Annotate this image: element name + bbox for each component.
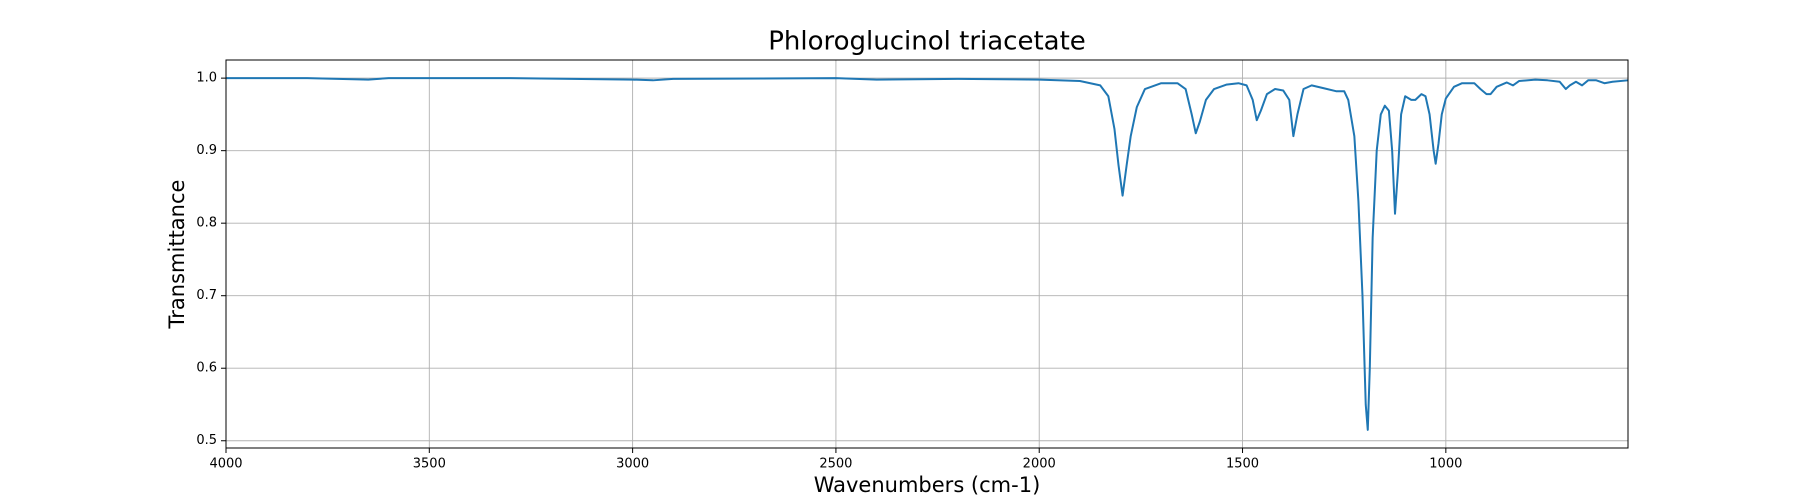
chart-title: Phloroglucinol triacetate xyxy=(768,27,1086,57)
y-tick-label: 0.7 xyxy=(196,288,217,303)
x-tick-label: 4000 xyxy=(209,457,242,472)
x-tick-label: 2500 xyxy=(819,457,852,472)
x-axis-label: Wavenumbers (cm-1) xyxy=(814,473,1041,497)
y-axis-label: Transmittance xyxy=(165,180,189,330)
spectrum-line xyxy=(226,77,1629,431)
y-tick-label: 0.9 xyxy=(196,143,217,158)
plot-frame xyxy=(225,59,1629,449)
x-tick-label: 3500 xyxy=(413,457,446,472)
y-tick-label: 0.6 xyxy=(196,361,217,376)
x-tick-label: 2000 xyxy=(1023,457,1056,472)
y-tick-label: 1.0 xyxy=(196,71,217,86)
y-tick-label: 0.5 xyxy=(196,433,217,448)
x-tick-label: 1500 xyxy=(1226,457,1259,472)
x-tick-label: 3000 xyxy=(616,457,649,472)
x-tick-label: 1000 xyxy=(1429,457,1462,472)
y-tick-label: 0.8 xyxy=(196,216,217,231)
